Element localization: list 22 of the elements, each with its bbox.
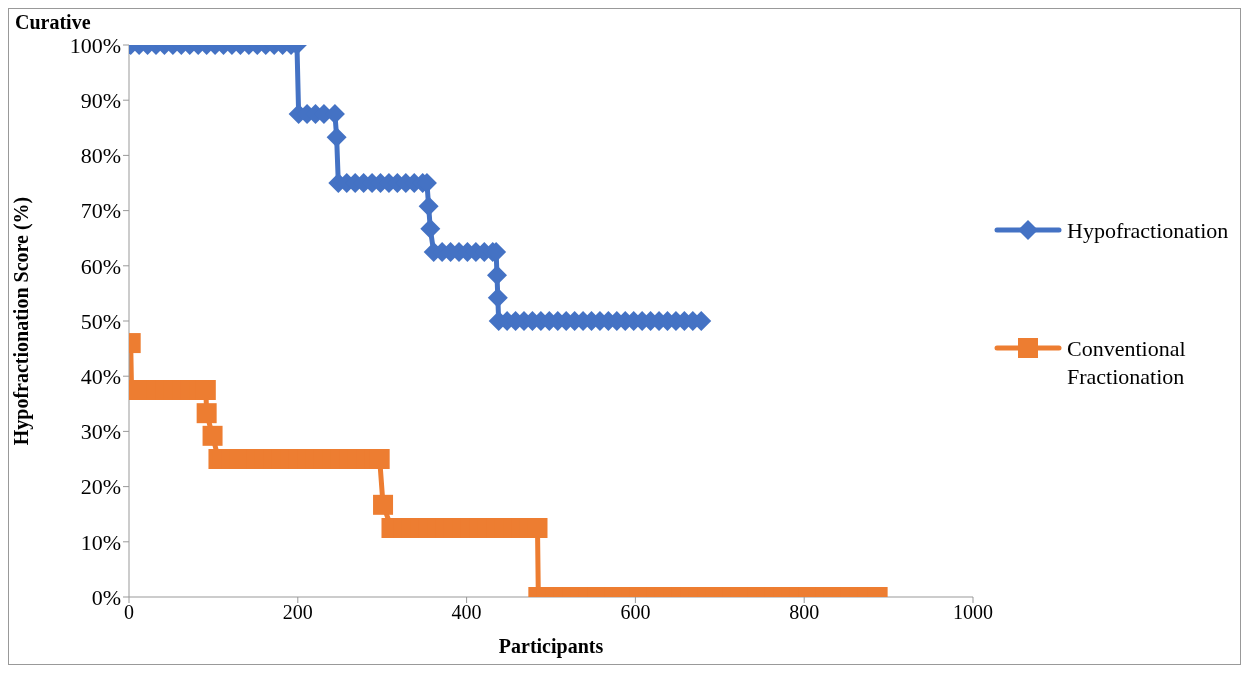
y-tick-label: 20%: [80, 474, 121, 500]
legend-label: Hypofractionation: [1067, 217, 1229, 245]
y-tick-label: 40%: [80, 364, 121, 390]
y-tick-label: 10%: [80, 529, 121, 555]
x-axis-title: Participants: [498, 635, 604, 658]
x-tick-label: 1000: [953, 601, 993, 624]
x-tick-label: 200: [282, 601, 313, 624]
x-tick-label: 400: [451, 601, 482, 624]
y-tick-label: 50%: [80, 308, 121, 334]
x-tick-label: 0: [124, 601, 134, 624]
y-tick-label: 100%: [69, 32, 121, 58]
x-tick-label: 800: [789, 601, 820, 624]
y-tick-label: 60%: [80, 253, 121, 279]
y-tick-label: 0%: [91, 584, 121, 610]
y-axis-title: Hypofractionation Score (%): [10, 196, 34, 446]
y-tick-label: 80%: [80, 143, 121, 169]
chart-title: Curative: [15, 11, 91, 34]
x-tick-label: 600: [620, 601, 651, 624]
legend-label: Conventional Fractionation: [1067, 335, 1187, 391]
y-tick-label: 70%: [80, 198, 121, 224]
y-tick-label: 30%: [80, 419, 121, 445]
y-tick-label: 90%: [80, 88, 121, 114]
